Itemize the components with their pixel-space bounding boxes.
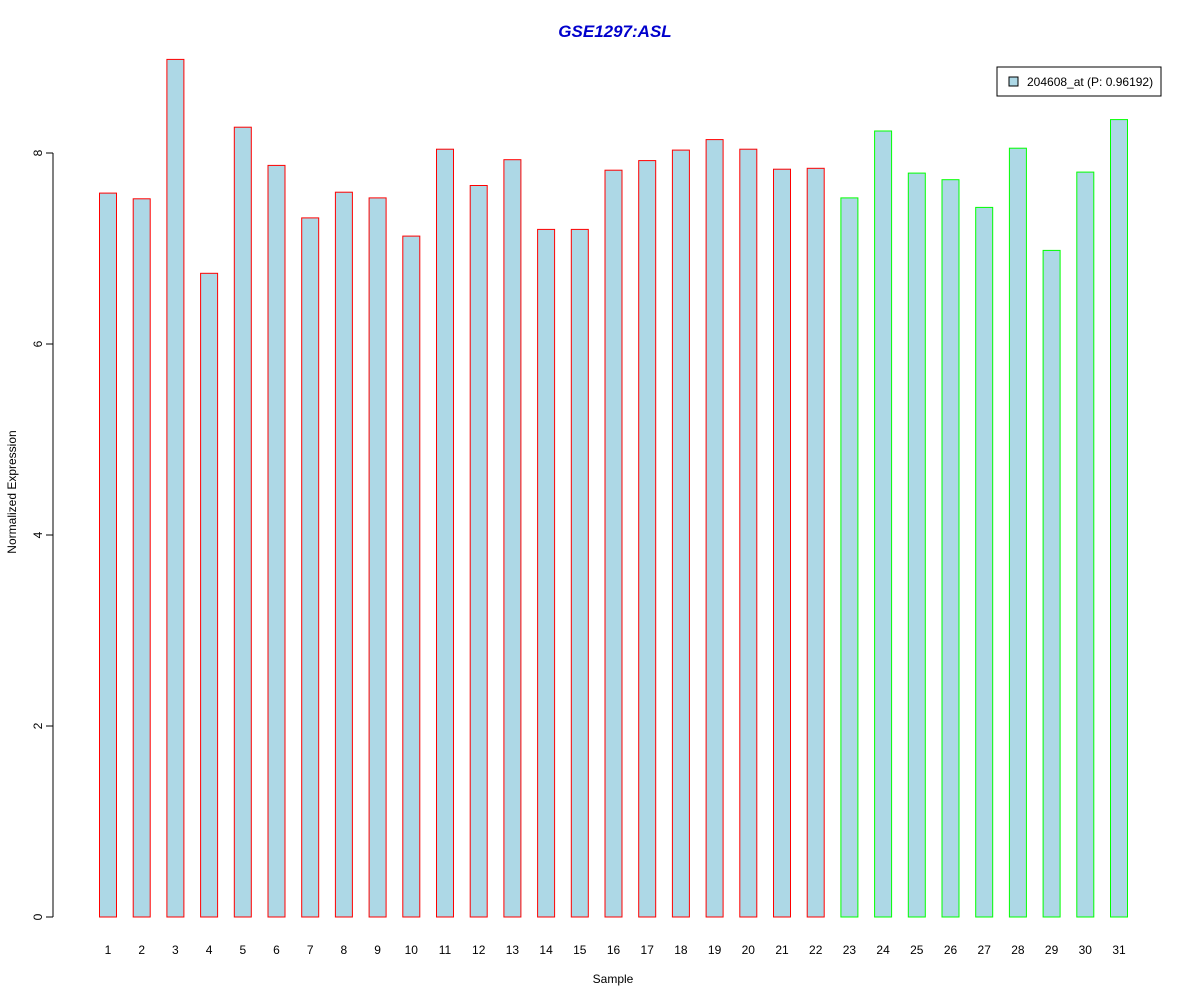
- bar: [537, 228, 556, 918]
- y-axis-label: Normalized Expression: [5, 430, 19, 553]
- x-tick-label: 3: [172, 943, 179, 957]
- x-tick-label: 5: [239, 943, 246, 957]
- x-tick-label: 16: [607, 943, 621, 957]
- x-tick-label: 12: [472, 943, 486, 957]
- bar: [334, 191, 353, 918]
- bar: [705, 139, 724, 918]
- x-tick-label: 25: [910, 943, 924, 957]
- x-axis-label: Sample: [593, 972, 634, 986]
- bar: [907, 172, 926, 918]
- bar: [267, 164, 286, 918]
- x-tick-label: 30: [1079, 943, 1093, 957]
- x-tick-label: 21: [775, 943, 789, 957]
- bar: [469, 185, 488, 918]
- bar: [941, 179, 960, 918]
- bar: [402, 235, 421, 918]
- x-tick-label: 2: [138, 943, 145, 957]
- y-tick-label: 0: [31, 913, 45, 920]
- x-tick-label: 17: [641, 943, 655, 957]
- x-tick-label: 18: [674, 943, 688, 957]
- bar: [671, 149, 690, 918]
- x-tick-label: 13: [506, 943, 520, 957]
- x-tick-label: 31: [1112, 943, 1126, 957]
- bar: [132, 198, 151, 918]
- bar: [874, 130, 893, 918]
- bar: [806, 167, 825, 918]
- bar: [1042, 249, 1061, 918]
- bar: [840, 197, 859, 918]
- bar: [1008, 147, 1027, 918]
- x-tick-label: 29: [1045, 943, 1059, 957]
- y-tick-label: 6: [31, 340, 45, 347]
- bar-series: [99, 58, 1128, 918]
- bar: [638, 160, 657, 918]
- x-tick-label: 7: [307, 943, 314, 957]
- bar: [1110, 119, 1128, 918]
- bar: [773, 168, 791, 918]
- legend-box: [996, 66, 1162, 97]
- x-tick-label: 9: [374, 943, 381, 957]
- x-tick-label: 27: [978, 943, 992, 957]
- x-tick-label: 15: [573, 943, 587, 957]
- y-tick-label: 2: [31, 722, 45, 729]
- legend-label: 204608_at (P: 0.96192): [1027, 75, 1153, 89]
- bar: [436, 148, 454, 918]
- x-tick-label: 26: [944, 943, 958, 957]
- bar: [570, 228, 589, 918]
- y-tick-label: 8: [31, 149, 45, 156]
- bar: [1076, 171, 1095, 918]
- bar: [739, 148, 758, 918]
- bar: [233, 126, 252, 918]
- x-tick-label: 22: [809, 943, 823, 957]
- bar: [368, 197, 387, 918]
- x-tick-label: 23: [843, 943, 857, 957]
- x-axis-tick-labels: 1 2 3 4 5 6 7 8 9 10 11 12 13 14 15 16 17 18 19 20 21 22 23 24 2…: [105, 943, 1126, 957]
- bar: [99, 192, 117, 918]
- bar: [200, 272, 219, 918]
- bar: [301, 217, 320, 918]
- x-tick-label: 20: [742, 943, 756, 957]
- bar: [604, 169, 623, 918]
- x-tick-label: 4: [206, 943, 213, 957]
- x-tick-label: 19: [708, 943, 722, 957]
- legend-swatch: [1008, 76, 1019, 87]
- bar: [503, 159, 522, 918]
- bar: [166, 58, 185, 918]
- x-tick-label: 6: [273, 943, 280, 957]
- bar: [975, 206, 994, 918]
- x-tick-label: 28: [1011, 943, 1025, 957]
- x-tick-label: 14: [539, 943, 553, 957]
- y-tick-label: 4: [31, 531, 45, 538]
- chart-title: GSE1297:ASL: [558, 22, 671, 41]
- x-tick-label: 24: [876, 943, 890, 957]
- x-tick-label: 1: [105, 943, 112, 957]
- y-axis: 0 2 4 6 8: [31, 149, 54, 920]
- x-tick-label: 10: [405, 943, 419, 957]
- legend: 204608_at (P: 0.96192): [996, 66, 1162, 97]
- x-tick-label: 8: [341, 943, 348, 957]
- x-tick-label: 11: [439, 943, 452, 957]
